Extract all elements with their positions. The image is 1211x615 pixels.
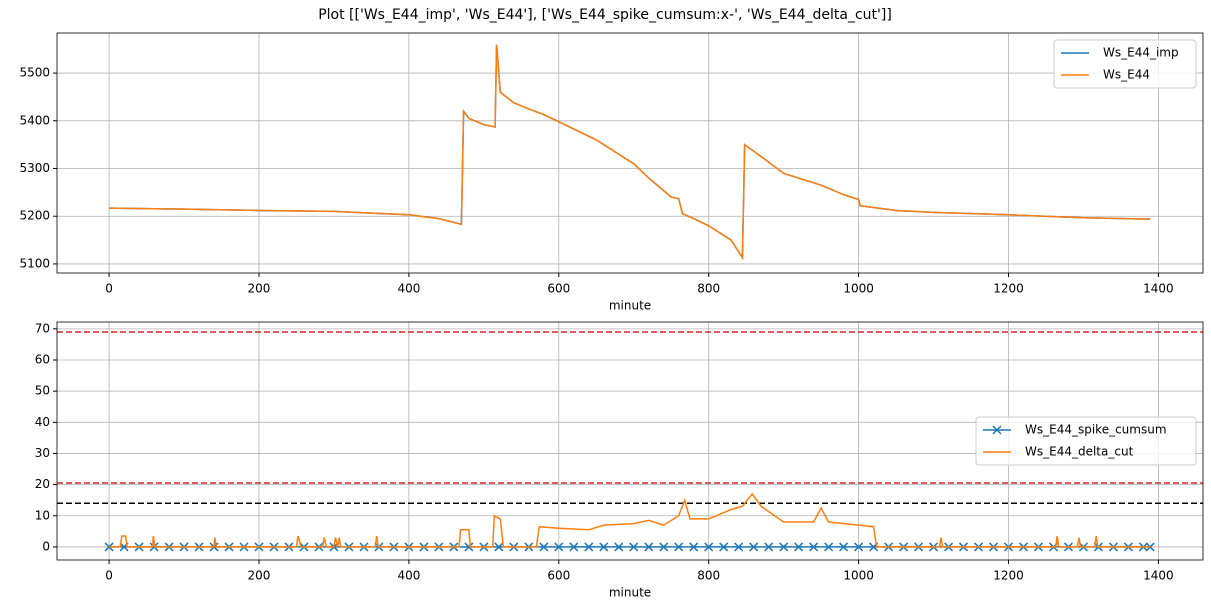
x-tick-label: 600 <box>547 282 570 296</box>
marker <box>629 542 639 552</box>
marker <box>644 542 654 552</box>
marker <box>839 542 849 552</box>
x-tick-label: 600 <box>547 569 570 583</box>
x-tick-label: 1200 <box>993 569 1024 583</box>
y-tick-label: 50 <box>35 384 50 398</box>
x-tick-label: 1200 <box>993 282 1024 296</box>
x-tick-label: 0 <box>105 282 113 296</box>
marker <box>494 542 504 552</box>
y-tick-label: 40 <box>35 415 50 429</box>
marker <box>659 542 669 552</box>
series-line <box>109 492 1151 548</box>
marker <box>704 542 714 552</box>
y-tick-label: 5500 <box>19 66 50 80</box>
legend-label: Ws_E44_delta_cut <box>1025 445 1134 459</box>
marker <box>464 542 474 552</box>
x-tick-label: 800 <box>697 569 720 583</box>
y-tick-label: 0 <box>42 539 50 553</box>
marker <box>749 542 759 552</box>
marker <box>584 542 594 552</box>
figure-title: Plot [['Ws_E44_imp', 'Ws_E44'], ['Ws_E44… <box>318 7 892 23</box>
x-tick-label: 200 <box>248 569 271 583</box>
x-tick-label: 0 <box>105 569 113 583</box>
legend-label: Ws_E44_spike_cumsum <box>1025 423 1167 437</box>
x-tick-label: 400 <box>397 569 420 583</box>
marker <box>734 542 744 552</box>
marker <box>674 542 684 552</box>
x-tick-label: 1400 <box>1143 569 1174 583</box>
marker <box>809 542 819 552</box>
x-tick-label: 1400 <box>1143 282 1174 296</box>
marker <box>794 542 804 552</box>
marker <box>689 542 699 552</box>
y-tick-label: 5100 <box>19 256 50 270</box>
y-tick-label: 5400 <box>19 113 50 127</box>
y-tick-label: 30 <box>35 446 50 460</box>
x-tick-label: 800 <box>697 282 720 296</box>
y-tick-label: 5200 <box>19 209 50 223</box>
x-tick-label: 1000 <box>843 282 874 296</box>
y-tick-label: 20 <box>35 477 50 491</box>
axes-frame <box>56 32 1204 274</box>
legend-label: Ws_E44_imp <box>1103 46 1179 60</box>
legend-label: Ws_E44 <box>1103 68 1150 82</box>
marker <box>764 542 774 552</box>
legend <box>1053 39 1197 89</box>
marker <box>104 542 114 552</box>
legend-marker <box>992 425 1002 435</box>
x-axis-label: minute <box>609 299 651 313</box>
y-tick-label: 5300 <box>19 161 50 175</box>
y-tick-label: 70 <box>35 321 50 335</box>
marker <box>824 542 834 552</box>
axes-frame <box>56 321 1204 561</box>
series-line <box>109 44 1151 261</box>
marker <box>719 542 729 552</box>
y-tick-label: 10 <box>35 508 50 522</box>
y-tick-label: 60 <box>35 353 50 367</box>
x-tick-label: 400 <box>397 282 420 296</box>
marker <box>854 542 864 552</box>
marker <box>779 542 789 552</box>
marker <box>569 542 579 552</box>
legend <box>975 416 1197 466</box>
marker <box>599 542 609 552</box>
marker <box>539 542 549 552</box>
marker <box>614 542 624 552</box>
x-axis-label: minute <box>609 586 651 600</box>
series-line <box>109 44 1151 261</box>
x-tick-label: 1000 <box>843 569 874 583</box>
x-tick-label: 200 <box>248 282 271 296</box>
marker <box>554 542 564 552</box>
